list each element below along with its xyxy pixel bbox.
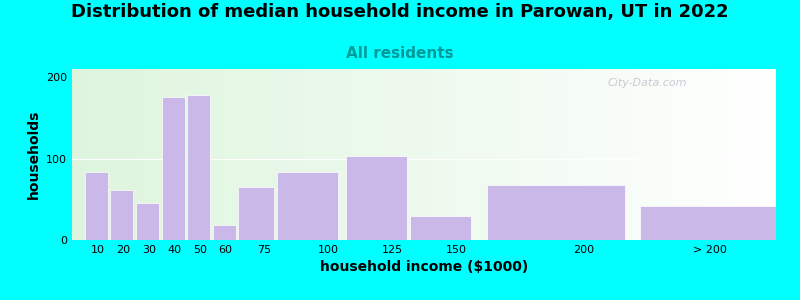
X-axis label: household income ($1000): household income ($1000) [320, 260, 528, 274]
Y-axis label: households: households [26, 110, 41, 199]
Bar [187, 95, 210, 240]
Bar [136, 203, 159, 240]
Bar [486, 184, 625, 240]
Bar [110, 190, 134, 240]
Bar [85, 172, 108, 240]
Bar [213, 225, 236, 240]
Bar [162, 98, 185, 240]
Bar [640, 206, 778, 240]
Bar [346, 156, 407, 240]
Text: City-Data.com: City-Data.com [607, 77, 686, 88]
Text: All residents: All residents [346, 46, 454, 62]
Bar [238, 187, 274, 240]
Bar [410, 216, 471, 240]
Bar [277, 172, 338, 240]
Text: Distribution of median household income in Parowan, UT in 2022: Distribution of median household income … [71, 3, 729, 21]
